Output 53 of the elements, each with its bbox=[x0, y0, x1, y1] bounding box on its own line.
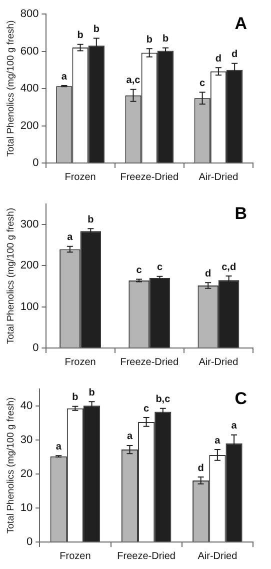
data-label: a bbox=[67, 232, 74, 244]
data-label: d bbox=[205, 268, 212, 280]
data-label: b bbox=[162, 34, 169, 45]
data-label: a bbox=[126, 431, 133, 442]
y-tick-label: 10 bbox=[20, 502, 33, 514]
y-tick-label: 800 bbox=[20, 8, 39, 20]
y-tick-label: 0 bbox=[32, 157, 39, 170]
x-tick-label: Frozen bbox=[64, 356, 96, 368]
data-label: c bbox=[156, 262, 163, 274]
data-label: b bbox=[72, 392, 78, 404]
x-tick-label: Freeze-Dried bbox=[120, 356, 179, 368]
data-label: d bbox=[198, 462, 204, 474]
data-label: b bbox=[93, 24, 100, 35]
x-tick-label: Air-Dried bbox=[198, 172, 238, 183]
chart-title: A bbox=[234, 14, 247, 34]
chart-title: C bbox=[234, 389, 247, 408]
data-label: b bbox=[88, 387, 95, 398]
x-tick-label: Air-Dried bbox=[198, 356, 238, 368]
y-tick-label: 600 bbox=[20, 45, 39, 58]
y-tick-label: 30 bbox=[20, 434, 33, 446]
y-tick-label: 400 bbox=[20, 82, 39, 95]
x-tick-label: Frozen bbox=[64, 172, 96, 183]
y-tick-label: 200 bbox=[20, 260, 39, 272]
y-tick-label: 100 bbox=[20, 300, 39, 313]
y-tick-label: 40 bbox=[20, 400, 33, 412]
data-label: a,c bbox=[126, 75, 141, 86]
data-label: b bbox=[146, 34, 152, 46]
data-label: a bbox=[214, 435, 221, 446]
data-label: b,c bbox=[156, 394, 171, 406]
y-axis-title: Total Phenolics (mg/100 g fresh) bbox=[5, 208, 16, 344]
y-tick-label: 0 bbox=[32, 342, 39, 354]
x-tick-label: Freeze-Dried bbox=[117, 550, 176, 562]
data-label: a bbox=[56, 441, 62, 452]
data-label: c,d bbox=[222, 262, 236, 273]
x-tick-label: Frozen bbox=[60, 550, 91, 562]
data-label: b bbox=[77, 30, 84, 42]
data-label: b bbox=[88, 214, 94, 226]
data-label: c bbox=[144, 403, 150, 414]
y-tick-label: 0 bbox=[26, 536, 33, 548]
y-tick-label: 300 bbox=[20, 218, 39, 231]
y-axis-title: Total Phenolics (mg/100 g fresh) bbox=[5, 397, 16, 534]
data-label: d bbox=[215, 53, 222, 64]
y-tick-label: 20 bbox=[20, 468, 33, 480]
x-tick-label: Freeze-Dried bbox=[120, 172, 179, 183]
chart-title: B bbox=[234, 204, 247, 224]
y-tick-label: 200 bbox=[20, 120, 39, 132]
data-label: c bbox=[136, 265, 142, 276]
x-tick-label: Air-Dried bbox=[198, 550, 238, 562]
data-label: a bbox=[231, 420, 238, 432]
data-label: a bbox=[61, 71, 68, 82]
data-label: d bbox=[232, 49, 238, 60]
y-axis-title: Total Phenolics (mg/100 g fresh) bbox=[5, 20, 16, 157]
data-label: c bbox=[200, 78, 206, 89]
